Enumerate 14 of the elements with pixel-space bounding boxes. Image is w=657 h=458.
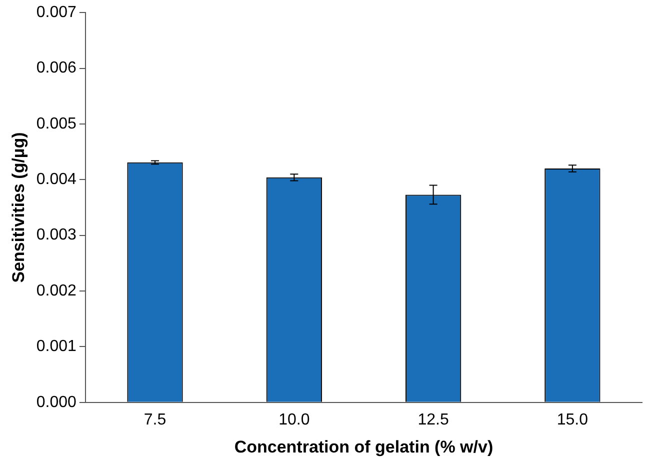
- x-tick-label: 7.5: [144, 411, 166, 428]
- y-tick-label: 0.004: [36, 171, 77, 188]
- y-axis-title: Sensitivities (g/µg): [8, 132, 28, 283]
- y-tick-label: 0.000: [36, 394, 77, 411]
- x-axis-title: Concentration of gelatin (% w/v): [234, 437, 494, 456]
- y-tick-label: 0.003: [36, 226, 77, 244]
- y-tick-label: 0.001: [36, 338, 77, 356]
- x-tick-label: 12.5: [418, 411, 449, 428]
- y-tick-label: 0.002: [36, 282, 77, 300]
- x-tick-label: 15.0: [556, 411, 588, 428]
- y-tick-label: 0.006: [36, 60, 77, 77]
- y-tick-label: 0.007: [36, 4, 77, 22]
- y-tick-label: 0.005: [36, 115, 77, 132]
- x-tick-label: 10.0: [278, 411, 310, 428]
